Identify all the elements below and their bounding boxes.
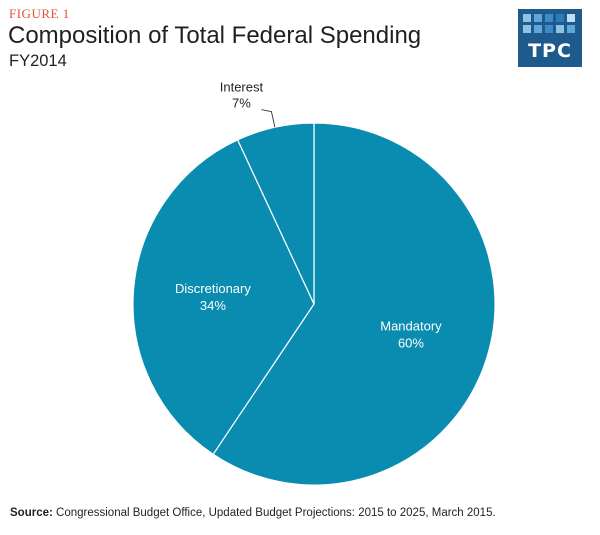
logo-text: TPC: [528, 40, 572, 62]
tpc-logo: TPC: [518, 9, 582, 67]
source-text: Congressional Budget Office, Updated Bud…: [56, 507, 496, 519]
logo-square: [523, 14, 531, 22]
logo-square: [545, 25, 553, 33]
source-note: Source: Congressional Budget Office, Upd…: [10, 507, 496, 519]
logo-square: [534, 14, 542, 22]
logo-square: [567, 25, 575, 33]
slice-value-label: 60%: [398, 336, 424, 351]
slice-value-label: 34%: [200, 298, 226, 313]
slice-label: Discretionary: [175, 281, 251, 296]
logo-square: [534, 25, 542, 33]
chart-title: Composition of Total Federal Spending: [8, 22, 422, 49]
logo-grid-icon: [523, 14, 577, 36]
logo-square: [523, 25, 531, 33]
logo-square: [567, 14, 575, 22]
pie-slice-mandatory: [212, 122, 496, 486]
chart-subtitle: FY2014: [9, 52, 67, 70]
logo-square: [556, 25, 564, 33]
figure-label: FIGURE 1: [9, 6, 70, 21]
pie-slice-discretionary: [132, 139, 315, 456]
slice-value-label: 7%: [232, 96, 251, 111]
source-label: Source:: [10, 507, 53, 519]
slice-label: Interest: [220, 80, 264, 95]
leader-line: [261, 109, 276, 128]
logo-square: [545, 14, 553, 22]
slice-label: Mandatory: [380, 319, 442, 334]
logo-square: [556, 14, 564, 22]
